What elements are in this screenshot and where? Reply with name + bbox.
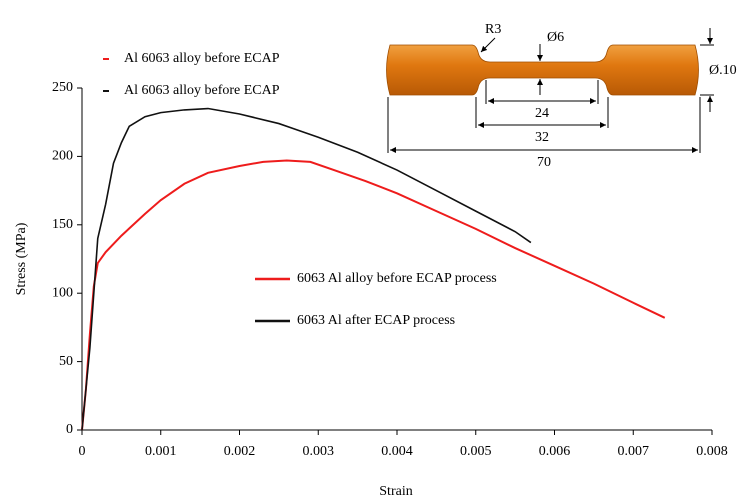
y-tick-label: 150 <box>52 217 73 232</box>
specimen-label: 70 <box>537 155 551 170</box>
x-tick-label: 0.007 <box>618 444 650 459</box>
x-tick-label: 0.006 <box>539 444 571 459</box>
legend-label: Al 6063 alloy before ECAP <box>124 51 280 66</box>
specimen-drawing: R3 Ø6 Ø.10 24 32 70 <box>386 22 737 170</box>
x-tick-label: 0.001 <box>145 444 177 459</box>
legend-label: Al 6063 alloy before ECAP <box>124 83 280 98</box>
specimen-label: 32 <box>535 130 549 145</box>
legend-label: 6063 Al alloy before ECAP process <box>297 271 497 286</box>
y-tick-label: 0 <box>66 422 73 437</box>
x-tick-label: 0 <box>79 444 86 459</box>
x-tick-label: 0.003 <box>303 444 335 459</box>
specimen-label: 24 <box>535 106 549 121</box>
specimen-label: R3 <box>485 22 501 37</box>
x-tick-label: 0.004 <box>381 444 413 459</box>
y-tick-label: 50 <box>59 354 73 369</box>
x-tick-label: 0.005 <box>460 444 492 459</box>
series-line <box>81 107 532 431</box>
specimen-label: Ø.10 <box>709 63 737 78</box>
series-line <box>81 159 666 431</box>
y-tick-label: 100 <box>52 285 73 300</box>
x-tick-label: 0.002 <box>224 444 256 459</box>
y-tick-label: 250 <box>52 80 73 95</box>
y-tick-label: 200 <box>52 149 73 164</box>
x-axis-label: Strain <box>379 484 412 499</box>
y-axis-label: Stress (MPa) <box>14 222 29 295</box>
legend-label: 6063 Al after ECAP process <box>297 313 455 328</box>
x-tick-label: 0.008 <box>696 444 728 459</box>
specimen-label: Ø6 <box>547 30 564 45</box>
